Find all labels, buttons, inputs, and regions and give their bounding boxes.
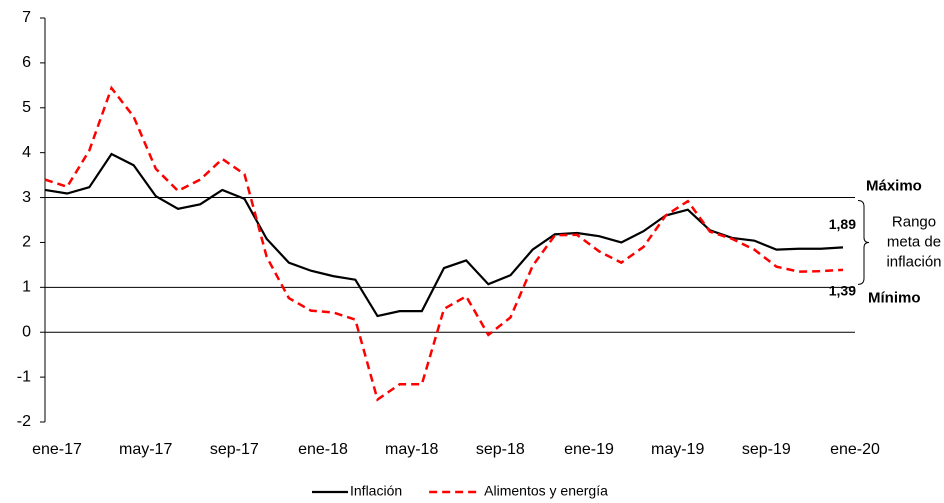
x-tick-label: sep-17: [210, 441, 259, 458]
y-tick-label: 2: [22, 234, 31, 251]
y-tick-label: 5: [22, 99, 31, 116]
range-annotation: Rango: [892, 213, 936, 230]
y-tick-label: -1: [17, 368, 31, 385]
legend-label: Alimentos y energía: [484, 483, 608, 499]
x-tick-label: may-19: [651, 441, 704, 458]
x-tick-label: ene-17: [32, 441, 82, 458]
x-tick-label: sep-19: [742, 441, 791, 458]
series-line: [44, 85, 844, 402]
data-label: 1,89: [829, 216, 856, 232]
y-tick-label: 3: [22, 189, 31, 206]
range-brace: [857, 200, 870, 285]
reference-label: Mínimo: [868, 289, 921, 306]
x-tick-label: may-18: [385, 441, 438, 458]
y-tick-label: 0: [22, 323, 31, 340]
data-label: 1,39: [829, 283, 856, 299]
y-tick-label: 7: [22, 9, 31, 26]
y-tick-label: 1: [22, 279, 31, 296]
x-tick-label: ene-20: [830, 441, 880, 458]
legend-label: Inflación: [350, 483, 402, 499]
reference-label: Máximo: [866, 178, 922, 195]
x-tick-label: ene-18: [298, 441, 348, 458]
y-tick-label: 4: [22, 144, 31, 161]
range-annotation: inflación: [886, 253, 941, 270]
x-tick-label: may-17: [119, 441, 172, 458]
range-annotation: meta de: [887, 233, 941, 250]
y-tick-label: 6: [22, 54, 31, 71]
y-tick-label: -2: [17, 413, 31, 430]
x-tick-label: ene-19: [564, 441, 614, 458]
x-tick-label: sep-18: [476, 441, 525, 458]
